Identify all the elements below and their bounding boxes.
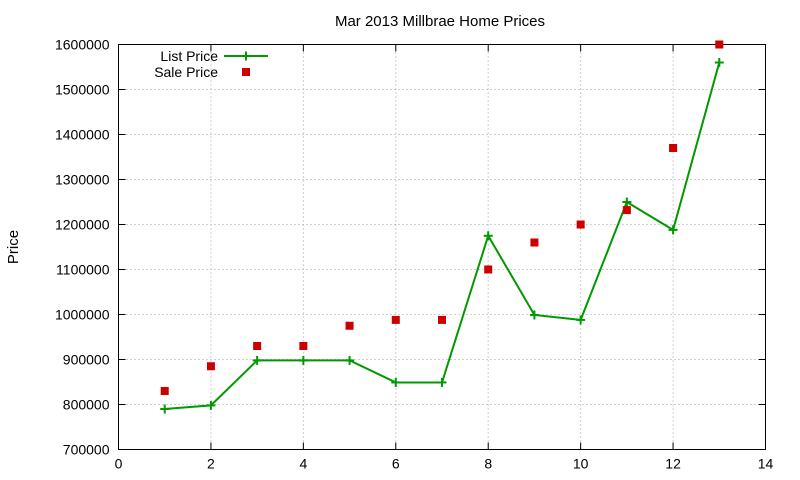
- data-point: [253, 342, 262, 350]
- x-tick-label: 14: [758, 456, 774, 472]
- data-point: [438, 315, 446, 324]
- data-point: [484, 265, 493, 274]
- data-point: [668, 225, 678, 235]
- data-point: [391, 377, 401, 387]
- x-tick-label: 8: [484, 456, 492, 472]
- y-tick-label: 1100000: [56, 262, 110, 278]
- y-tick-label: 1000000: [55, 307, 110, 323]
- x-tick-labels: 0 2 4 6 8 10 12 14: [115, 456, 774, 472]
- data-point: [669, 144, 678, 152]
- x-tick-label: 2: [207, 456, 215, 472]
- chart-title: Mar 2013 Millbrae Home Prices: [335, 13, 545, 30]
- data-point: [345, 321, 354, 330]
- data-point: [437, 377, 447, 387]
- data-point: [206, 362, 215, 371]
- data-point: [530, 238, 539, 247]
- data-point: [206, 400, 216, 410]
- y-tick-label: 1300000: [55, 172, 110, 188]
- axis-ticks: [118, 44, 766, 450]
- legend-swatch-marker: [241, 51, 251, 61]
- data-point: [483, 231, 493, 241]
- x-tick-label: 0: [115, 456, 123, 472]
- plot-frame: [118, 44, 766, 450]
- data-point: [576, 220, 585, 229]
- data-point: [345, 355, 355, 365]
- y-tick-label: 1400000: [55, 127, 110, 143]
- data-point: [622, 197, 632, 207]
- data-point: [622, 206, 631, 215]
- data-point: [298, 355, 308, 365]
- data-point: [160, 404, 170, 414]
- data-point: [715, 40, 724, 49]
- y-tick-label: 900000: [63, 352, 110, 368]
- x-tick-label: 6: [392, 456, 400, 472]
- data-point: [160, 387, 169, 395]
- data-point: [576, 315, 586, 325]
- x-tick-label: 4: [299, 456, 307, 472]
- series-list-price: [160, 58, 724, 414]
- data-point: [391, 315, 400, 324]
- y-tick-label: 800000: [63, 397, 110, 413]
- y-axis-label: Price: [5, 230, 22, 264]
- legend-label: Sale Price: [154, 64, 218, 80]
- x-tick-label: 10: [573, 456, 589, 472]
- x-tick-label: 12: [665, 456, 681, 472]
- data-point: [714, 58, 724, 67]
- y-tick-labels: 700000 800000 900000 1000000 1100000 1200000 1…: [55, 37, 110, 458]
- series: [160, 40, 724, 414]
- y-tick-label: 700000: [63, 442, 110, 458]
- y-tick-label: 1500000: [55, 82, 110, 98]
- data-point: [299, 342, 308, 350]
- legend-label: List Price: [160, 48, 218, 64]
- series-sale-price: [160, 40, 724, 395]
- y-tick-label: 1200000: [55, 217, 110, 233]
- y-tick-label: 1600000: [55, 37, 110, 53]
- data-point: [529, 310, 539, 320]
- series-line: [164, 62, 721, 410]
- legend-swatch-marker: [242, 68, 250, 76]
- data-point: [252, 355, 262, 365]
- grid: [118, 44, 766, 450]
